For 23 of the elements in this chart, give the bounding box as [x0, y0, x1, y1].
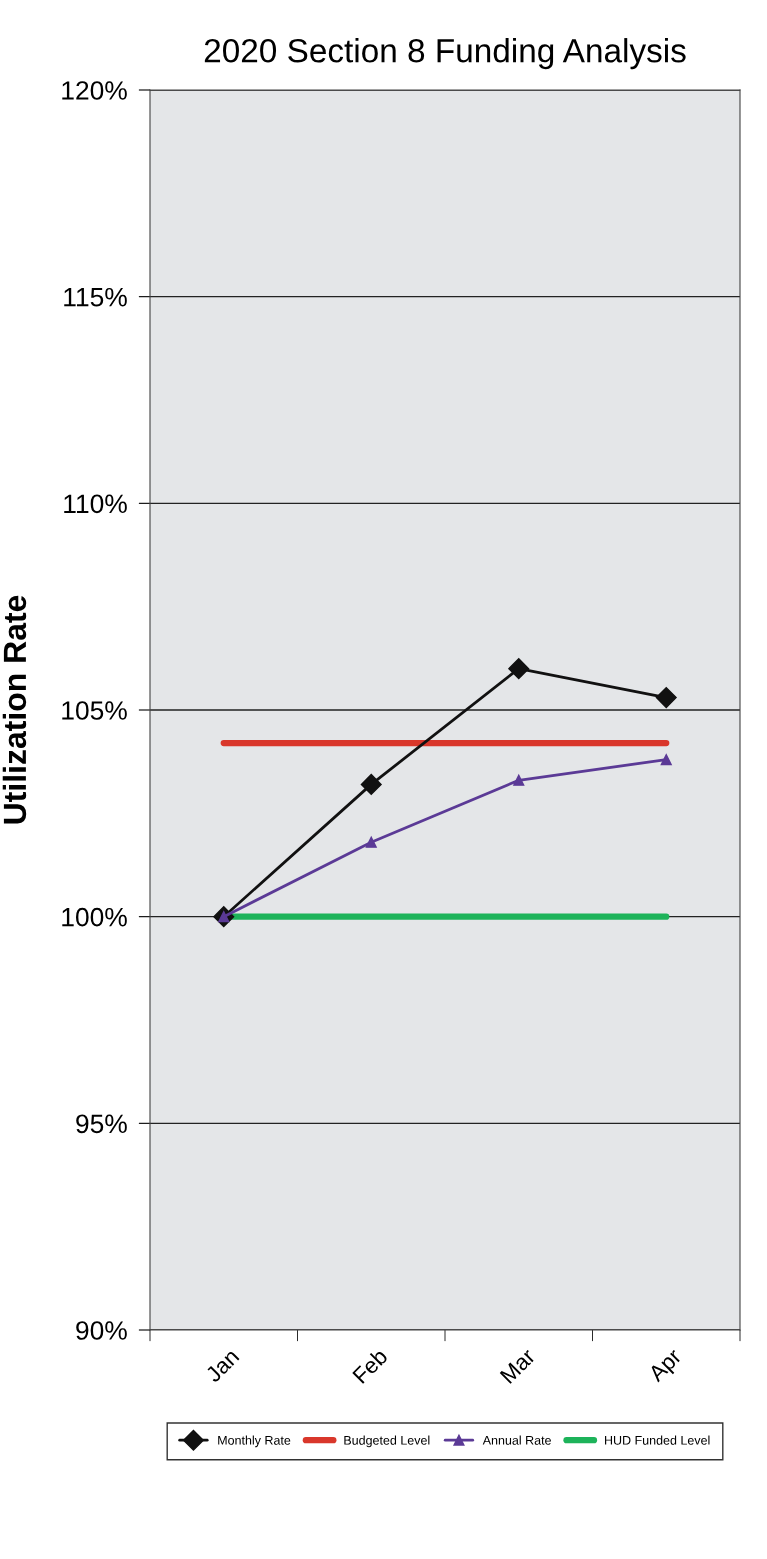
x-tick-label: Apr	[647, 1347, 686, 1386]
legend-label: Annual Rate	[482, 1435, 551, 1445]
y-tick-label: 105%	[62, 701, 127, 720]
y-tick-label: 120%	[62, 81, 127, 100]
point	[660, 754, 672, 766]
point	[655, 687, 677, 709]
x-tick-label: Jan	[204, 1348, 240, 1384]
y-tick-label: 110%	[64, 494, 127, 514]
x-tick-label: Feb	[351, 1347, 389, 1384]
y-axis-title: Utilization Rate	[2, 595, 27, 824]
legend-label: Budgeted Level	[344, 1435, 430, 1448]
x-tick-label: Mar	[499, 1347, 537, 1384]
legend-label: HUD Funded Level	[605, 1435, 710, 1445]
legend-label: Monthly Rate	[218, 1435, 291, 1448]
point	[365, 836, 377, 848]
chart-title: 2020 Section 8 Funding Analysis	[204, 38, 686, 70]
y-tick-label: 90%	[76, 1321, 127, 1340]
y-tick-label: 115%	[64, 287, 127, 307]
point	[508, 658, 530, 680]
y-tick-label: 100%	[62, 907, 127, 927]
point	[360, 773, 382, 795]
y-tick-label: 95%	[76, 1114, 127, 1134]
point	[513, 774, 525, 786]
